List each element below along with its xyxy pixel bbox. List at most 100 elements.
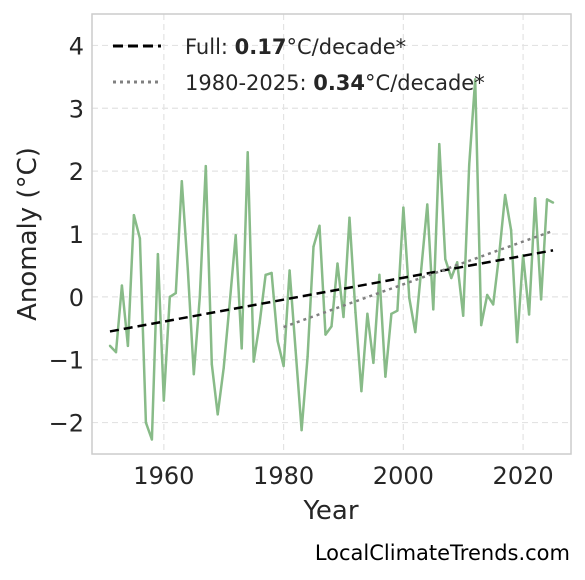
anomaly-point [420, 267, 423, 270]
anomaly-point [108, 344, 112, 348]
anomaly-point [408, 296, 411, 300]
y-tick-label: −2 [49, 410, 84, 438]
anomaly-point [497, 254, 501, 257]
legend-full-suffix: °C/decade* [287, 35, 407, 59]
anomaly-point [360, 389, 363, 393]
y-tick-label: 4 [69, 32, 84, 60]
anomaly-point [438, 142, 441, 146]
anomaly-point [456, 261, 459, 264]
recent-trend-line [283, 229, 554, 329]
y-tick-label: 2 [69, 158, 84, 186]
anomaly-point [312, 245, 315, 248]
anomaly-point [432, 308, 435, 311]
anomaly-point [503, 193, 507, 197]
anomaly-point [479, 323, 483, 327]
legend-full-value: 0.17 [235, 35, 287, 59]
anomaly-point [462, 314, 465, 317]
anomaly-point [551, 201, 555, 204]
grid [92, 14, 571, 454]
anomaly-point [515, 340, 519, 344]
plot-area [108, 78, 555, 441]
anomaly-point [180, 180, 184, 183]
anomaly-point [336, 262, 339, 265]
anomaly-point [348, 216, 351, 219]
anomaly-series-line [109, 78, 554, 441]
anomaly-point [162, 399, 166, 402]
x-tick-label: 1980 [253, 462, 314, 490]
anomaly-point [491, 303, 495, 306]
anomaly-point [282, 364, 285, 368]
anomaly-point [264, 273, 267, 277]
anomaly-point [240, 347, 243, 350]
anomaly-point [126, 344, 130, 348]
anomaly-point [533, 196, 537, 200]
plot-frame [91, 13, 572, 455]
anomaly-point [168, 295, 172, 299]
legend-recent-value: 0.34 [313, 71, 365, 95]
legend-full-prefix: Full: [185, 35, 235, 59]
anomaly-point [174, 291, 178, 295]
x-axis: 1960 1980 2000 2020 [133, 462, 553, 490]
watermark: LocalClimateTrends.com [315, 541, 570, 565]
anomaly-point [384, 375, 387, 378]
anomaly-point [342, 315, 345, 319]
anomaly-point [354, 311, 357, 314]
anomaly-point [372, 361, 375, 365]
anomaly-point [270, 271, 273, 275]
y-axis-label: Anomaly (°C) [13, 147, 43, 321]
anomaly-point [288, 269, 291, 272]
legend-full-label: Full: 0.17°C/decade* [185, 35, 406, 59]
x-axis-label: Year [302, 496, 358, 526]
anomaly-point [198, 295, 201, 299]
anomaly-point [204, 164, 207, 168]
legend-recent-label: 1980-2025: 0.34°C/decade* [185, 71, 485, 95]
anomaly-point [258, 322, 261, 325]
anomaly-point [210, 362, 213, 366]
anomaly-point [246, 151, 249, 154]
anomaly-point [390, 312, 393, 316]
anomaly-point [318, 224, 321, 228]
anomaly-point [300, 428, 303, 432]
anomaly-point [330, 325, 333, 328]
anomaly-point [527, 313, 531, 316]
anomaly-point [294, 349, 297, 352]
legend: Full: 0.17°C/decade* 1980-2025: 0.34°C/d… [113, 35, 485, 95]
anomaly-point [396, 309, 399, 312]
anomaly-point [252, 360, 255, 363]
anomaly-point [450, 276, 453, 280]
anomaly-point [132, 213, 136, 217]
anomaly-point [234, 234, 237, 237]
anomaly-point [138, 237, 142, 240]
anomaly-point [426, 203, 429, 206]
y-axis: −2 −1 0 1 2 3 4 [49, 32, 84, 437]
anomaly-point [276, 339, 279, 343]
y-tick-label: 1 [69, 221, 84, 249]
y-tick-label: −1 [49, 347, 84, 375]
anomaly-point [366, 312, 369, 316]
anomaly-point [222, 366, 225, 370]
x-tick-label: 2020 [493, 462, 554, 490]
full-trend-line [109, 249, 554, 333]
y-tick-label: 3 [69, 95, 84, 123]
anomaly-point [156, 252, 160, 256]
x-tick-label: 1960 [133, 462, 194, 490]
legend-recent-suffix: °C/decade* [365, 71, 485, 95]
anomaly-point [474, 78, 477, 81]
anomaly-point [150, 438, 154, 441]
anomaly-point [144, 421, 148, 424]
anomaly-point [539, 298, 543, 301]
anomaly-point [228, 301, 231, 305]
x-tick-label: 2000 [373, 462, 434, 490]
anomaly-point [545, 198, 549, 201]
anomaly-point [485, 293, 489, 297]
anomaly-point [444, 257, 447, 261]
legend-recent-prefix: 1980-2025: [185, 71, 313, 95]
anomaly-point [306, 355, 309, 358]
anomaly-point [114, 350, 118, 354]
anomaly-point [186, 268, 189, 271]
anomaly-point [324, 333, 327, 336]
anomaly-point [216, 413, 219, 416]
y-tick-label: 0 [69, 284, 84, 312]
anomaly-point [120, 284, 124, 287]
